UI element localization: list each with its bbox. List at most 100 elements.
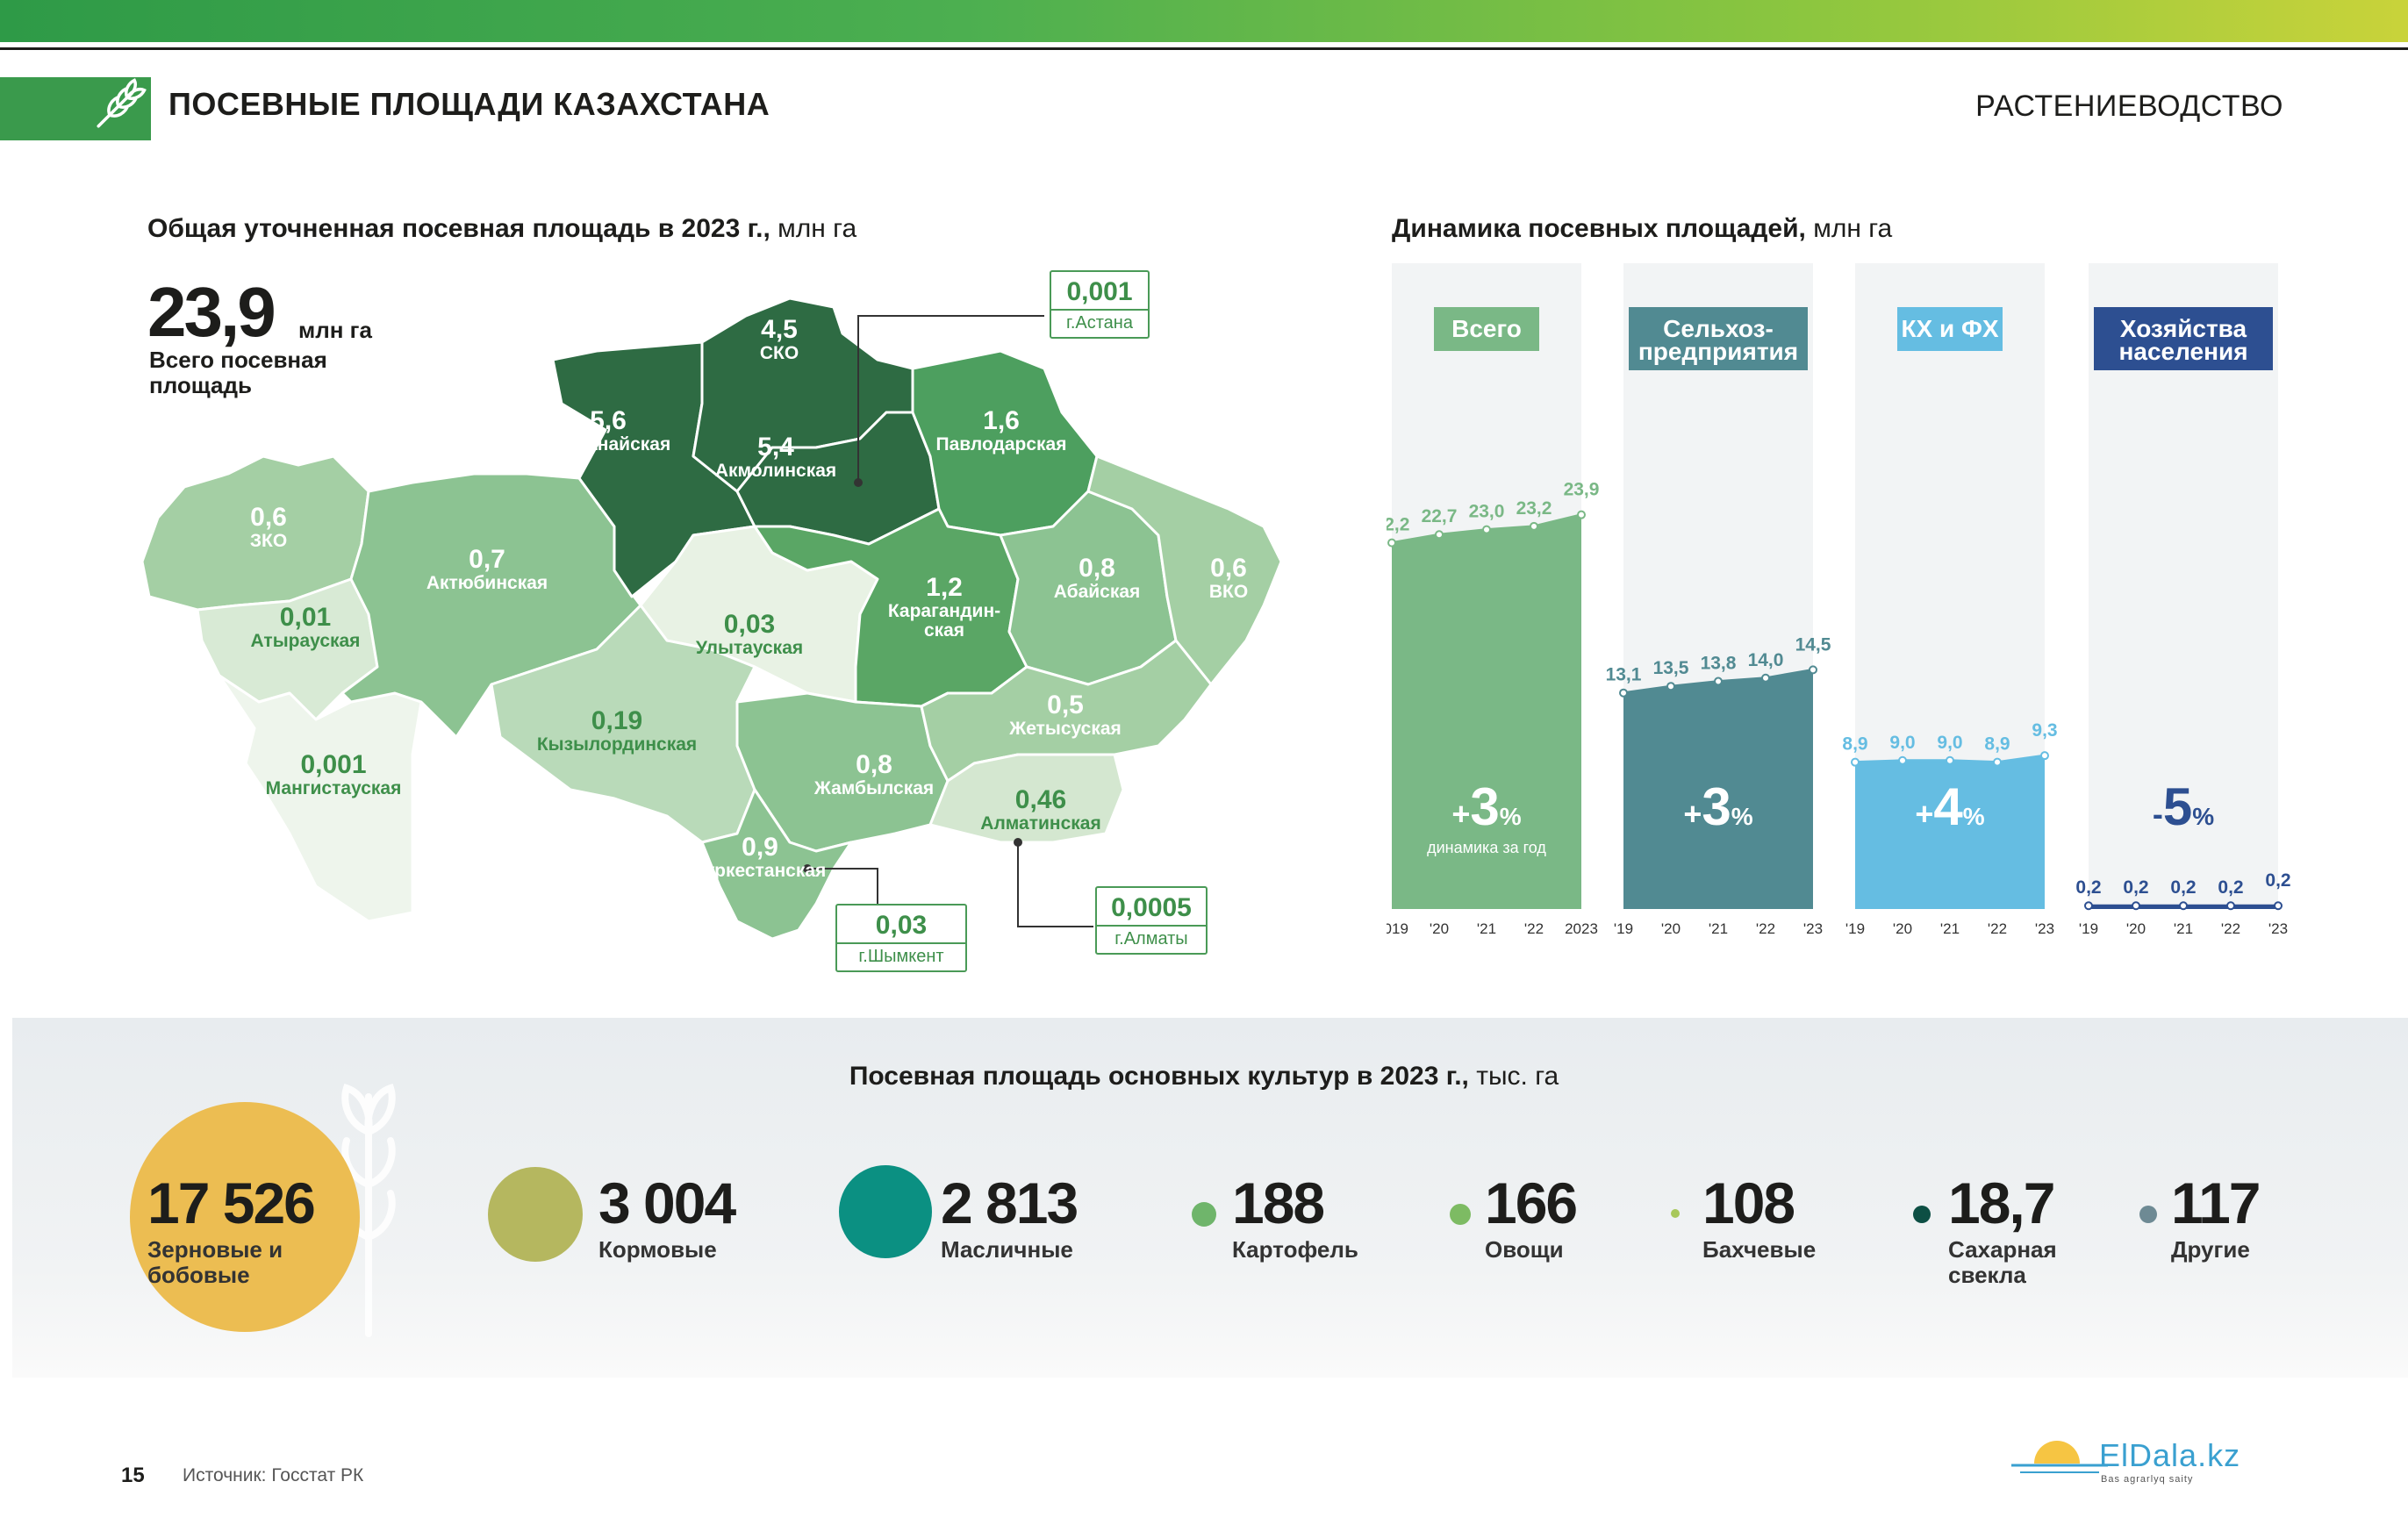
region-label-almaty: 0,46 Алматинская xyxy=(980,785,1101,834)
series-change: -5% xyxy=(2153,777,2214,836)
data-label: 22,7 xyxy=(1422,506,1458,526)
data-label: 13,8 xyxy=(1701,654,1737,674)
data-label: 0,2 xyxy=(2218,877,2243,898)
crop-vegetables: 166 Овощи xyxy=(1485,1170,1578,1263)
data-label: 0,2 xyxy=(2075,877,2101,898)
astana-callout-dot xyxy=(854,478,863,487)
region-label-pavlodar: 1,6 Павлодарская xyxy=(935,406,1067,455)
x-tick-label: '21 xyxy=(1940,920,1960,937)
crop-other: 117 Другие xyxy=(2171,1170,2261,1263)
dynamics-title-unit: млн га xyxy=(1805,214,1893,243)
crop-melons: 108 Бахчевые xyxy=(1702,1174,1816,1263)
astana-callout-line xyxy=(857,315,1044,483)
crop-value: 17 526 xyxy=(147,1170,316,1235)
crop-value: 3 004 xyxy=(598,1170,736,1235)
logo-text: ElDala.kz xyxy=(2099,1437,2240,1474)
data-point xyxy=(1714,676,1723,686)
crop-label: Другие xyxy=(2171,1236,2250,1263)
series-name-line2: предприятия xyxy=(1638,338,1798,365)
series-change: +4% xyxy=(1915,777,1984,836)
map-title: Общая уточненная посевная площадь в 2023… xyxy=(147,214,856,244)
region-label-akmola: 5,4 Акмолинская xyxy=(714,433,837,481)
logo-text-main: ElDala xyxy=(2099,1437,2198,1473)
data-label: 14,5 xyxy=(1795,634,1831,655)
top-gradient-bar xyxy=(0,0,2408,42)
crop-dot-vegetables xyxy=(1450,1204,1471,1225)
almaty-callout-line xyxy=(1017,842,1093,927)
data-point xyxy=(2274,901,2283,911)
data-point xyxy=(1577,510,1586,519)
data-point xyxy=(1809,665,1817,675)
data-label: 0,2 xyxy=(2123,877,2148,898)
region-label-vko: 0,6 ВКО xyxy=(1208,554,1249,602)
crops-title: Посевная площадь основных культур в 2023… xyxy=(0,1062,2408,1092)
region-label-atyrau: 0,01 Атырауская xyxy=(250,603,361,651)
crop-value: 117 xyxy=(2171,1170,2261,1235)
region-label-abai: 0,8 Абайская xyxy=(1053,554,1141,602)
kazakhstan-map xyxy=(140,297,1283,941)
data-label: 23,0 xyxy=(1469,502,1505,522)
city-almaty: 0,0005 г.Алматы xyxy=(1095,886,1208,955)
crop-label: Овощи xyxy=(1485,1236,1564,1263)
logo-tagline: Bas agrarlyq saity xyxy=(2101,1474,2194,1485)
crop-value: 2 813 xyxy=(941,1170,1079,1235)
data-point xyxy=(1530,521,1538,531)
region-label-aktobe: 0,7 Актюбинская xyxy=(426,545,548,593)
data-label: 8,9 xyxy=(1842,734,1867,755)
crop-value: 166 xyxy=(1485,1170,1578,1235)
data-label: 0,2 xyxy=(2265,870,2290,891)
crop-sugarbeet: 18,7 Сахарная свекла xyxy=(1948,1174,2071,1287)
dynamics-title-bold: Динамика посевных площадей, xyxy=(1392,214,1806,243)
data-point xyxy=(2226,901,2235,911)
crop-dot-sugarbeet xyxy=(1913,1206,1931,1223)
map-title-unit: млн га xyxy=(770,214,857,243)
total-desc: Всего посевная площадь xyxy=(149,347,327,398)
x-tick-label: '20 xyxy=(2126,920,2146,937)
section-name: РАСТЕНИЕВОДСТВО xyxy=(1975,89,2283,123)
x-tick-label: '23 xyxy=(2268,920,2288,937)
logo-text-domain: .kz xyxy=(2197,1437,2241,1473)
data-point xyxy=(2084,901,2093,911)
city-shymkent: 0,03 г.Шымкент xyxy=(835,904,967,972)
region-label-mangystau: 0,001 Мангистауская xyxy=(265,750,402,798)
region-label-turkestan: 0,9 Туркестанская xyxy=(693,833,827,881)
x-tick-label: '21 xyxy=(1709,920,1728,937)
crop-grain: 17 526 Зерновые и бобовые xyxy=(147,1170,316,1287)
region-label-karaganda: 1,2 Карагандин-ская xyxy=(887,573,1001,641)
x-tick-label: '22 xyxy=(1524,920,1544,937)
page-title: ПОСЕВНЫЕ ПЛОЩАДИ КАЗАХСТАНА xyxy=(168,86,770,122)
x-tick-label: '19 xyxy=(1614,920,1633,937)
panel-bg-3 xyxy=(2089,263,2278,909)
crop-dot-other xyxy=(2139,1206,2157,1223)
region-label-ulytau: 0,03 Улытауская xyxy=(695,610,804,658)
data-point xyxy=(2179,901,2188,911)
region-mangystau xyxy=(218,674,423,923)
data-point xyxy=(1482,525,1491,534)
shymkent-callout-dot xyxy=(803,864,812,873)
region-label-kyzylorda: 0,19 Кызылординская xyxy=(536,706,698,755)
crop-oilseed: 2 813 Масличные xyxy=(941,1170,1079,1263)
data-point xyxy=(1619,688,1628,698)
data-label: 14,0 xyxy=(1748,650,1784,670)
crop-dot-forage xyxy=(488,1167,583,1262)
data-point xyxy=(1898,755,1907,765)
sun-logo-icon xyxy=(2011,1441,2117,1490)
series-name-line2: населения xyxy=(2118,338,2247,365)
series-area-1 xyxy=(1623,669,1813,909)
x-tick-label: '20 xyxy=(1893,920,1912,937)
x-tick-label: '19 xyxy=(1845,920,1865,937)
x-tick-label: '19 xyxy=(2079,920,2098,937)
crop-value: 188 xyxy=(1232,1170,1325,1235)
x-tick-label: '23 xyxy=(1803,920,1823,937)
data-label: 23,2 xyxy=(1516,498,1552,519)
data-point xyxy=(1387,538,1396,548)
wheat-icon xyxy=(97,78,147,128)
crop-label: Кормовые xyxy=(598,1236,717,1263)
region-label-zko: 0,6 ЗКО xyxy=(249,503,288,551)
almaty-callout-dot xyxy=(1014,838,1022,847)
data-point xyxy=(1761,673,1770,683)
series-name: КХ и ФХ xyxy=(1901,315,1998,342)
series-badge-2 xyxy=(1897,307,2003,351)
data-point xyxy=(1851,757,1860,767)
eldala-logo[interactable]: ElDala.kz Bas agrarlyq saity xyxy=(2011,1428,2292,1490)
